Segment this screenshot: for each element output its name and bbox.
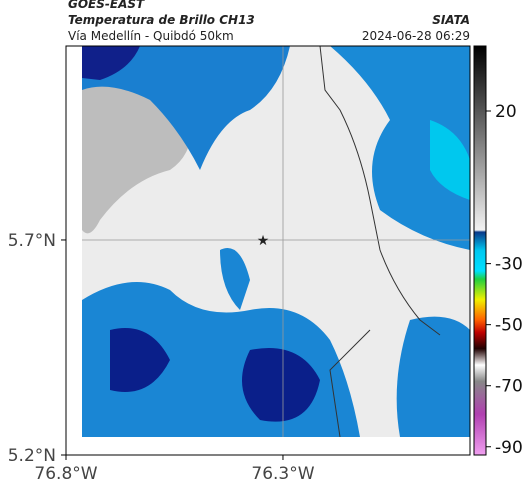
colorbar-tick-label: -50 [495,316,523,336]
title: Temperatura de Brillo CH13 [68,13,255,27]
agency: SIATA [432,13,470,27]
timestamp: 2024-06-28 06:29 [362,29,470,43]
colorbar-tick-label: -90 [495,438,523,458]
colorbar [473,45,487,456]
subtitle: Vía Medellín - Quibdó 50km [68,29,234,43]
colorbar-tick-label: -70 [495,377,523,397]
satellite-image: ★ [82,46,470,437]
colorbar-tick-label: -30 [495,255,523,275]
lon-tick-label: 76.3°W [251,464,314,484]
source: GOES-EAST [68,0,145,11]
lon-tick-label: 76.8°W [34,464,97,484]
colorbar-tick-label: 20 [495,102,517,122]
map-frame [65,45,471,456]
svg-text:★: ★ [257,233,270,249]
lat-tick-label: 5.2°N [8,446,56,466]
lat-tick-label: 5.7°N [8,231,56,251]
